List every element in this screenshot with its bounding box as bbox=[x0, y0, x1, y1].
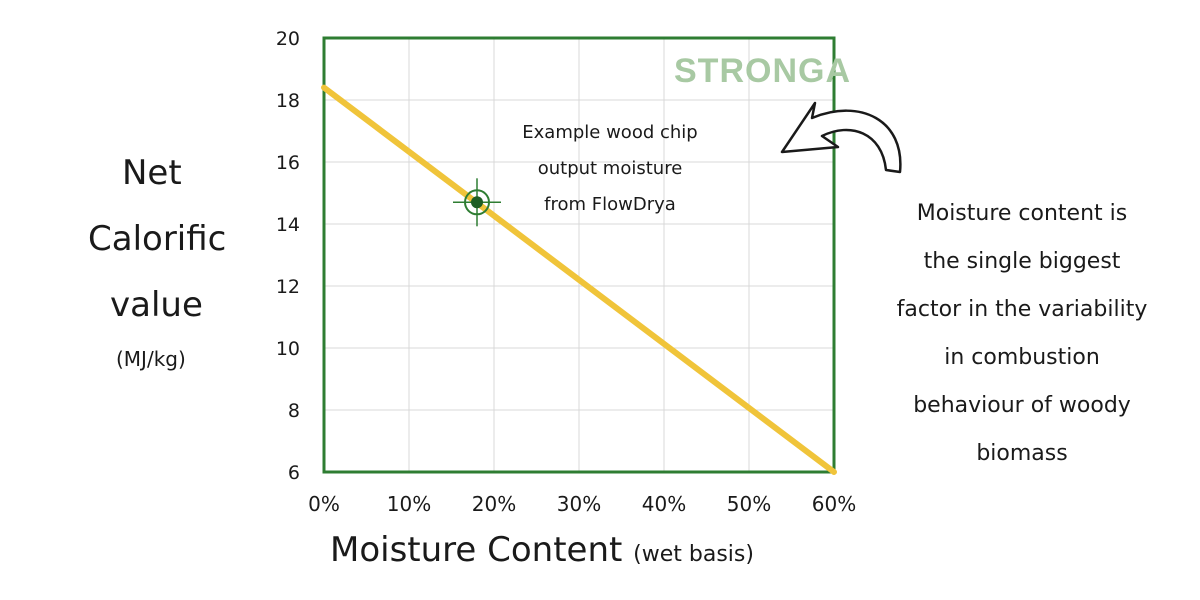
series-line bbox=[321, 84, 837, 475]
note-line-5: behaviour of woody bbox=[913, 393, 1131, 418]
x-tick-label: 20% bbox=[472, 492, 516, 516]
y-tick-label: 20 bbox=[276, 28, 300, 50]
highlight-marker-icon bbox=[453, 178, 501, 227]
x-tick-label: 40% bbox=[642, 492, 686, 516]
marker-dot bbox=[471, 196, 483, 209]
stronga-watermark: STRONGA bbox=[674, 52, 851, 90]
y-tick-label: 18 bbox=[276, 90, 300, 112]
note-line-3: factor in the variability bbox=[896, 297, 1148, 322]
note-line-2: the single biggest bbox=[923, 249, 1121, 274]
y-tick-label: 12 bbox=[276, 276, 300, 298]
annotation-line-2: output moisture bbox=[537, 158, 683, 179]
annotation-line-3: from FlowDrya bbox=[544, 194, 676, 215]
x-tick-label: 50% bbox=[727, 492, 771, 516]
x-tick-label: 0% bbox=[308, 492, 340, 516]
y-tick-label: 16 bbox=[276, 152, 300, 174]
note-line-6: biomass bbox=[976, 441, 1068, 466]
x-tick-label: 10% bbox=[387, 492, 431, 516]
x-label-sub: (wet basis) bbox=[633, 542, 754, 567]
x-tick-labels: 0% 10% 20% 30% 40% 50% 60% bbox=[308, 492, 856, 516]
plot-frame bbox=[322, 36, 836, 474]
x-tick-label: 60% bbox=[812, 492, 856, 516]
y-tick-labels: 6 8 10 12 14 16 18 20 bbox=[276, 28, 300, 484]
side-note: Moisture content is the single biggest f… bbox=[862, 190, 1182, 478]
x-axis-label: Moisture Content (wet basis) bbox=[330, 530, 754, 570]
x-label-main: Moisture Content bbox=[330, 530, 623, 570]
note-line-4: in combustion bbox=[944, 345, 1100, 370]
x-tick-label: 30% bbox=[557, 492, 601, 516]
y-label-line-3: value bbox=[110, 285, 203, 325]
y-tick-label: 8 bbox=[288, 400, 300, 422]
y-label-line-1: Net bbox=[122, 153, 182, 193]
y-label-unit: (MJ/kg) bbox=[116, 347, 186, 371]
grid-lines bbox=[324, 38, 834, 472]
y-tick-label: 14 bbox=[276, 214, 300, 236]
point-annotation: Example wood chip output moisture from F… bbox=[480, 115, 740, 223]
annotation-line-1: Example wood chip bbox=[522, 122, 698, 143]
y-label-line-2: Calorific bbox=[88, 219, 227, 259]
y-tick-label: 6 bbox=[288, 462, 300, 484]
curved-arrow-icon bbox=[780, 101, 902, 174]
note-line-1: Moisture content is bbox=[916, 201, 1128, 226]
y-tick-label: 10 bbox=[276, 338, 300, 360]
